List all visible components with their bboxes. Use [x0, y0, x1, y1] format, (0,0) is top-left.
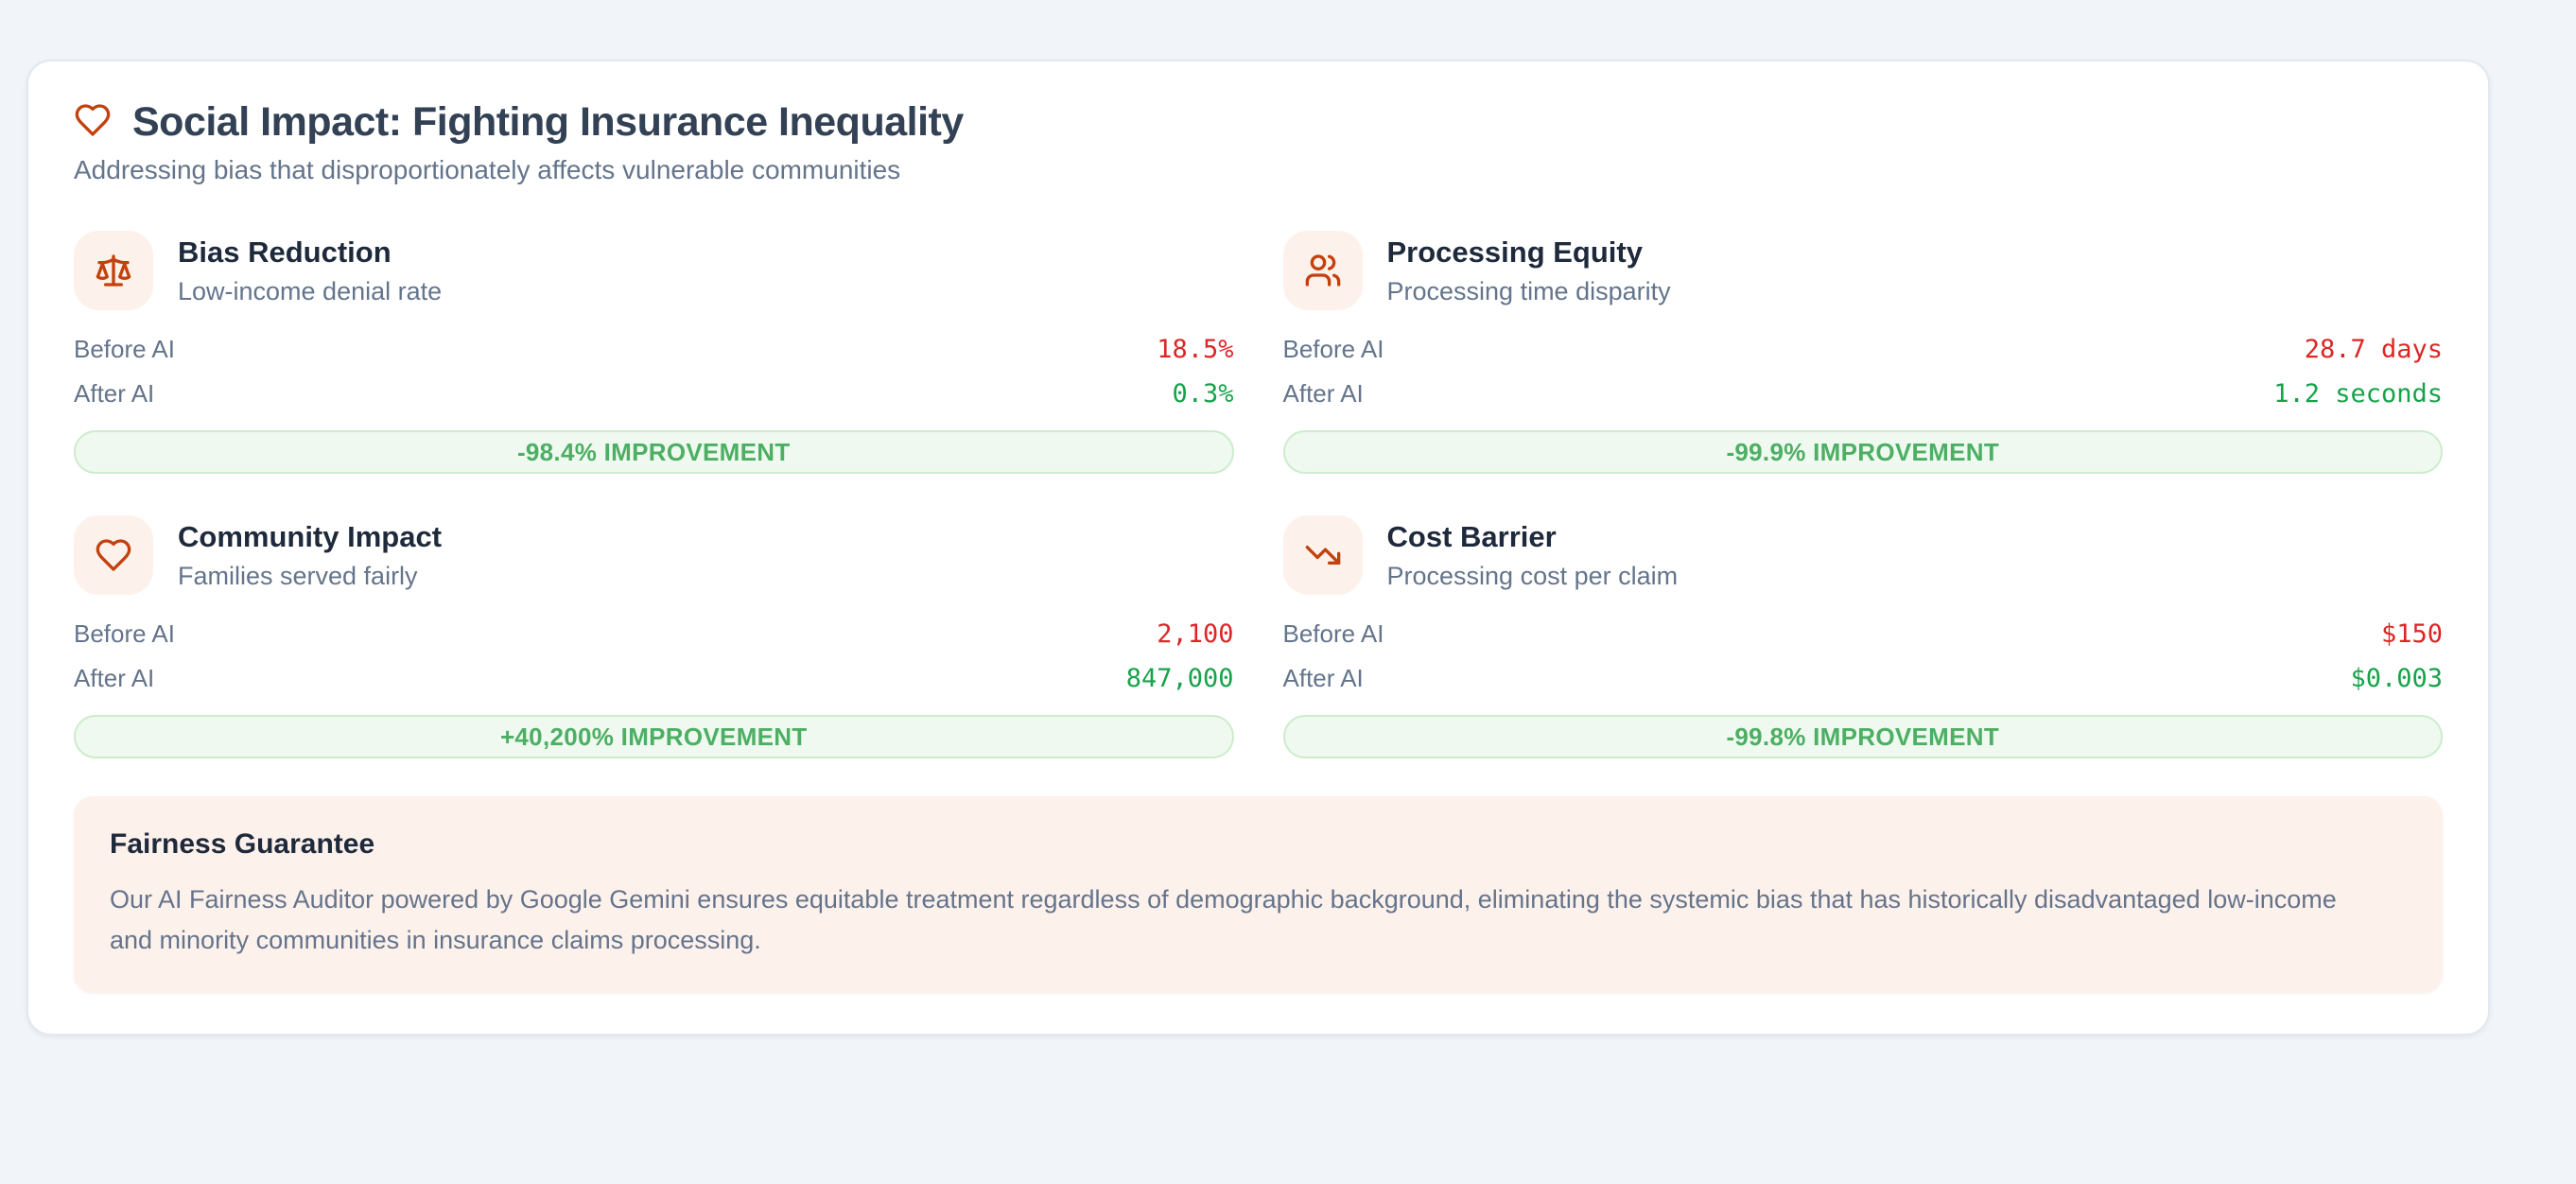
trending-down-icon — [1282, 515, 1363, 595]
before-label: Before AI — [74, 334, 175, 363]
metric-head: Cost Barrier Processing cost per claim — [1282, 515, 2444, 595]
before-label: Before AI — [1282, 618, 1384, 648]
after-label: After AI — [74, 663, 155, 692]
improvement-badge: +40,200% IMPROVEMENT — [74, 715, 1234, 758]
improvement-badge: -99.9% IMPROVEMENT — [1282, 430, 2443, 474]
after-row: After AI 0.3% — [74, 377, 1234, 409]
metric-rows: Before AI $150 After AI $0.003 — [1283, 618, 2444, 694]
metric-title: Processing Equity — [1386, 235, 1643, 269]
before-value: 28.7 days — [2304, 334, 2443, 364]
metric-subtitle: Processing time disparity — [1386, 276, 1671, 305]
after-row: After AI 1.2 seconds — [1283, 377, 2444, 409]
metric-card-cost-barrier: Cost Barrier Processing cost per claim B… — [1282, 515, 2444, 758]
metric-card-community-impact: Community Impact Families served fairly … — [74, 515, 1234, 758]
metric-head: Bias Reduction Low-income denial rate — [74, 231, 1234, 310]
heart-icon — [74, 515, 153, 595]
after-value: 0.3% — [1172, 378, 1234, 409]
metric-head: Community Impact Families served fairly — [74, 515, 1234, 595]
before-value: 2,100 — [1157, 618, 1234, 649]
metric-subtitle: Low-income denial rate — [178, 276, 443, 305]
before-label: Before AI — [1282, 334, 1384, 363]
metric-title: Community Impact — [178, 519, 443, 553]
metric-title: Cost Barrier — [1386, 519, 1557, 553]
before-label: Before AI — [74, 618, 175, 648]
before-row: Before AI $150 — [1283, 618, 2444, 650]
after-label: After AI — [1282, 663, 1364, 692]
improvement-badge: -99.8% IMPROVEMENT — [1282, 715, 2443, 758]
after-value: 847,000 — [1125, 663, 1234, 693]
metric-card-processing-equity: Processing Equity Processing time dispar… — [1282, 231, 2444, 474]
metric-head-text: Bias Reduction Low-income denial rate — [178, 235, 442, 306]
metric-rows: Before AI 18.5% After AI 0.3% — [74, 333, 1234, 409]
before-value: 18.5% — [1157, 334, 1234, 364]
before-row: Before AI 28.7 days — [1283, 333, 2444, 365]
before-row: Before AI 18.5% — [74, 333, 1234, 365]
metric-title: Bias Reduction — [178, 235, 392, 269]
metric-subtitle: Families served fairly — [178, 561, 418, 590]
fairness-title: Fairness Guarantee — [110, 828, 375, 860]
fairness-body: Our AI Fairness Auditor powered by Googl… — [110, 885, 2337, 955]
metric-head-text: Processing Equity Processing time dispar… — [1387, 235, 1671, 306]
users-icon — [1282, 231, 1363, 310]
panel-header: Social Impact: Fighting Insurance Inequa… — [74, 99, 2443, 146]
after-value: $0.003 — [2350, 663, 2443, 693]
scale-icon — [74, 231, 153, 310]
after-value: 1.2 seconds — [2273, 378, 2443, 409]
improvement-badge: -98.4% IMPROVEMENT — [74, 430, 1234, 474]
metric-head-text: Cost Barrier Processing cost per claim — [1387, 520, 1679, 591]
social-impact-panel: Social Impact: Fighting Insurance Inequa… — [26, 60, 2490, 1036]
metric-head: Processing Equity Processing time dispar… — [1282, 231, 2444, 310]
before-row: Before AI 2,100 — [74, 618, 1234, 650]
metrics-grid: Bias Reduction Low-income denial rate Be… — [74, 231, 2443, 758]
page-subtitle: Addressing bias that disproportionately … — [74, 155, 901, 184]
metric-card-bias-reduction: Bias Reduction Low-income denial rate Be… — [74, 231, 1234, 474]
fairness-guarantee-note: Fairness Guarantee Our AI Fairness Audit… — [74, 796, 2443, 994]
metric-rows: Before AI 28.7 days After AI 1.2 seconds — [1283, 333, 2444, 409]
metric-head-text: Community Impact Families served fairly — [178, 520, 442, 591]
metric-rows: Before AI 2,100 After AI 847,000 — [74, 618, 1234, 694]
after-label: After AI — [74, 378, 155, 408]
after-row: After AI 847,000 — [74, 662, 1234, 694]
page-title: Social Impact: Fighting Insurance Inequa… — [132, 99, 964, 145]
after-label: After AI — [1282, 378, 1364, 408]
heart-icon — [74, 101, 112, 144]
metric-subtitle: Processing cost per claim — [1386, 561, 1679, 590]
before-value: $150 — [2380, 618, 2443, 649]
after-row: After AI $0.003 — [1283, 662, 2444, 694]
